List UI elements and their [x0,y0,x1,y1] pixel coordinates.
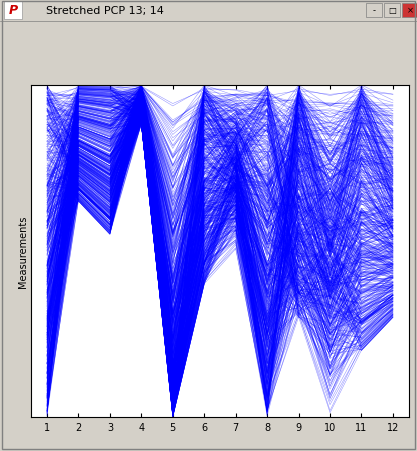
Text: ×: × [407,6,414,15]
Y-axis label: Measurements: Measurements [18,215,28,288]
Text: Stretched PCP 13; 14: Stretched PCP 13; 14 [46,6,164,16]
Text: -: - [372,6,375,15]
Text: P: P [8,5,18,18]
Text: □: □ [388,6,396,15]
